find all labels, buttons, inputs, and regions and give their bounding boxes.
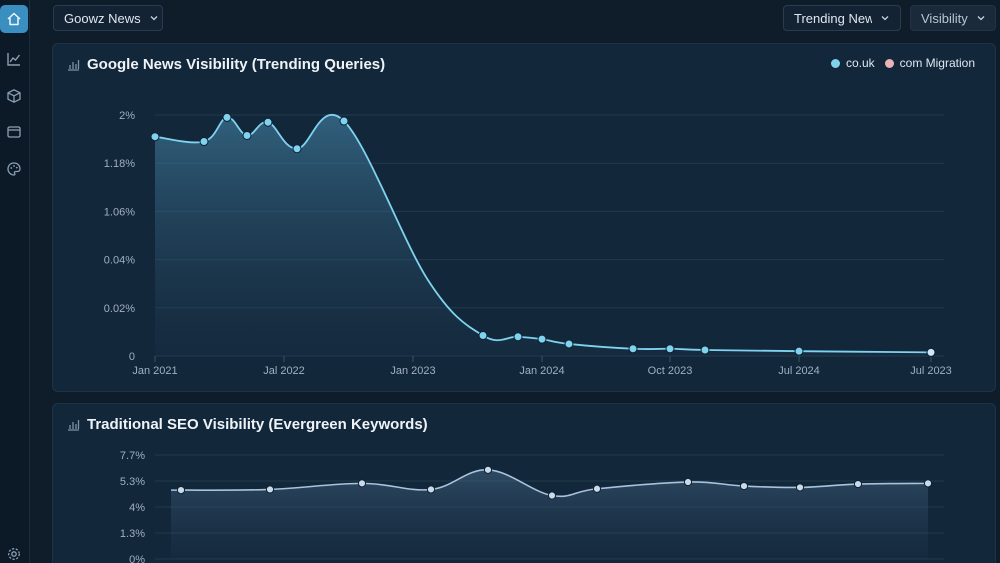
data-point [483,465,493,474]
legend-item-couk[interactable]: co.uk [830,56,875,70]
metric-select[interactable]: Visibility [910,5,996,31]
data-point [242,130,252,140]
news-chart-title-text: Google News Visibility (Trending Queries… [87,56,386,73]
data-point [547,491,557,500]
y-tick-label: 2% [119,110,135,122]
legend-item-com-migration[interactable]: com Migration [884,56,975,70]
sidebar-item-pages[interactable] [0,118,28,146]
sidebar-item-themes[interactable] [0,155,28,183]
series-area-couk [155,114,931,356]
news-chart-legend: co.uk com Migration [821,56,975,70]
data-point [537,334,547,344]
x-tick-label: Jal 2022 [263,365,305,377]
x-tick-label: Jan 2024 [519,365,564,377]
legend-label-couk: co.uk [845,56,875,70]
data-point [739,481,749,491]
site-select[interactable]: Goowz News [53,5,163,31]
site-select-label: Goowz News [64,10,141,26]
seo-chart-title: Traditional SEO Visibility (Evergreen Ke… [67,416,428,433]
x-tick-label: Jan 2023 [390,365,435,377]
data-point [700,345,710,355]
data-point [176,486,186,495]
data-point [263,117,273,127]
metric-select-label: Visibility [921,10,968,26]
data-point [339,116,349,126]
series-area-seo [171,469,928,559]
data-point [592,484,602,493]
y-tick-label: 0% [129,554,145,563]
legend-label-com-migration: com Migration [899,56,975,70]
y-tick-label: 0.02% [104,303,135,315]
sidebar-item-analytics[interactable] [0,45,28,73]
news-visibility-chart: 0 0.02% 0.04% 1.06% 1.18% 2% Jan 2021 Jal 2022 J… [104,110,952,377]
y-tick-label: 5.3% [120,476,145,488]
bar-chart-icon [68,420,80,431]
y-tick-label: 1.3% [120,528,145,540]
news-chart-title: Google News Visibility (Trending Queries… [67,56,385,73]
data-point [199,137,209,147]
settings-icon [8,548,20,560]
data-point [628,344,638,354]
data-point [265,485,275,494]
data-point [426,485,436,494]
y-tick-label: 0 [129,351,135,363]
chevron-down-icon [977,16,985,21]
x-tick-label: Jan 2021 [132,365,177,377]
seo-visibility-panel: Traditional SEO Visibility (Evergreen Ke… [52,403,996,563]
y-tick-label: 4% [129,502,145,514]
data-point [222,112,232,122]
home-icon [7,12,21,26]
data-point [683,477,693,487]
x-tick-label: Oct 2023 [648,365,693,377]
window-icon [7,126,21,138]
sidebar-item-home[interactable] [0,5,28,33]
sidebar [0,0,30,563]
data-point [794,346,804,356]
data-point [665,344,675,354]
bar-chart-icon [68,60,80,71]
data-point [564,339,574,349]
sidebar-item-products[interactable] [0,82,28,110]
segment-select[interactable]: Trending News [783,5,901,31]
data-point [923,479,933,488]
y-tick-label: 7.7% [120,450,145,462]
data-point [478,331,488,341]
chevron-down-icon [150,16,158,21]
y-tick-label: 0.04% [104,255,135,267]
legend-swatch-couk [830,58,840,68]
data-point [292,144,302,154]
seo-visibility-chart: 0% 1.3% 4% 5.3% 7.7% [120,450,944,563]
cube-icon [7,89,21,103]
seo-chart-title-text: Traditional SEO Visibility (Evergreen Ke… [87,416,428,433]
segment-select-label: Trending News [794,10,872,26]
data-point [513,332,523,342]
data-point [150,132,160,142]
sidebar-item-settings[interactable] [0,540,28,563]
y-tick-label: 1.18% [104,158,135,170]
x-tick-label: Jul 2023 [910,365,952,377]
palette-icon [7,162,21,176]
data-point [357,479,367,488]
line-chart-icon [7,53,21,66]
data-point-last [926,347,936,357]
chevron-down-icon [881,16,889,21]
y-tick-label: 1.06% [104,206,135,218]
news-visibility-panel: Google News Visibility (Trending Queries… [52,43,996,392]
legend-swatch-com-migration [884,58,894,68]
data-point [853,479,863,489]
x-tick-label: Jul 2024 [778,365,820,377]
data-point [795,483,805,492]
